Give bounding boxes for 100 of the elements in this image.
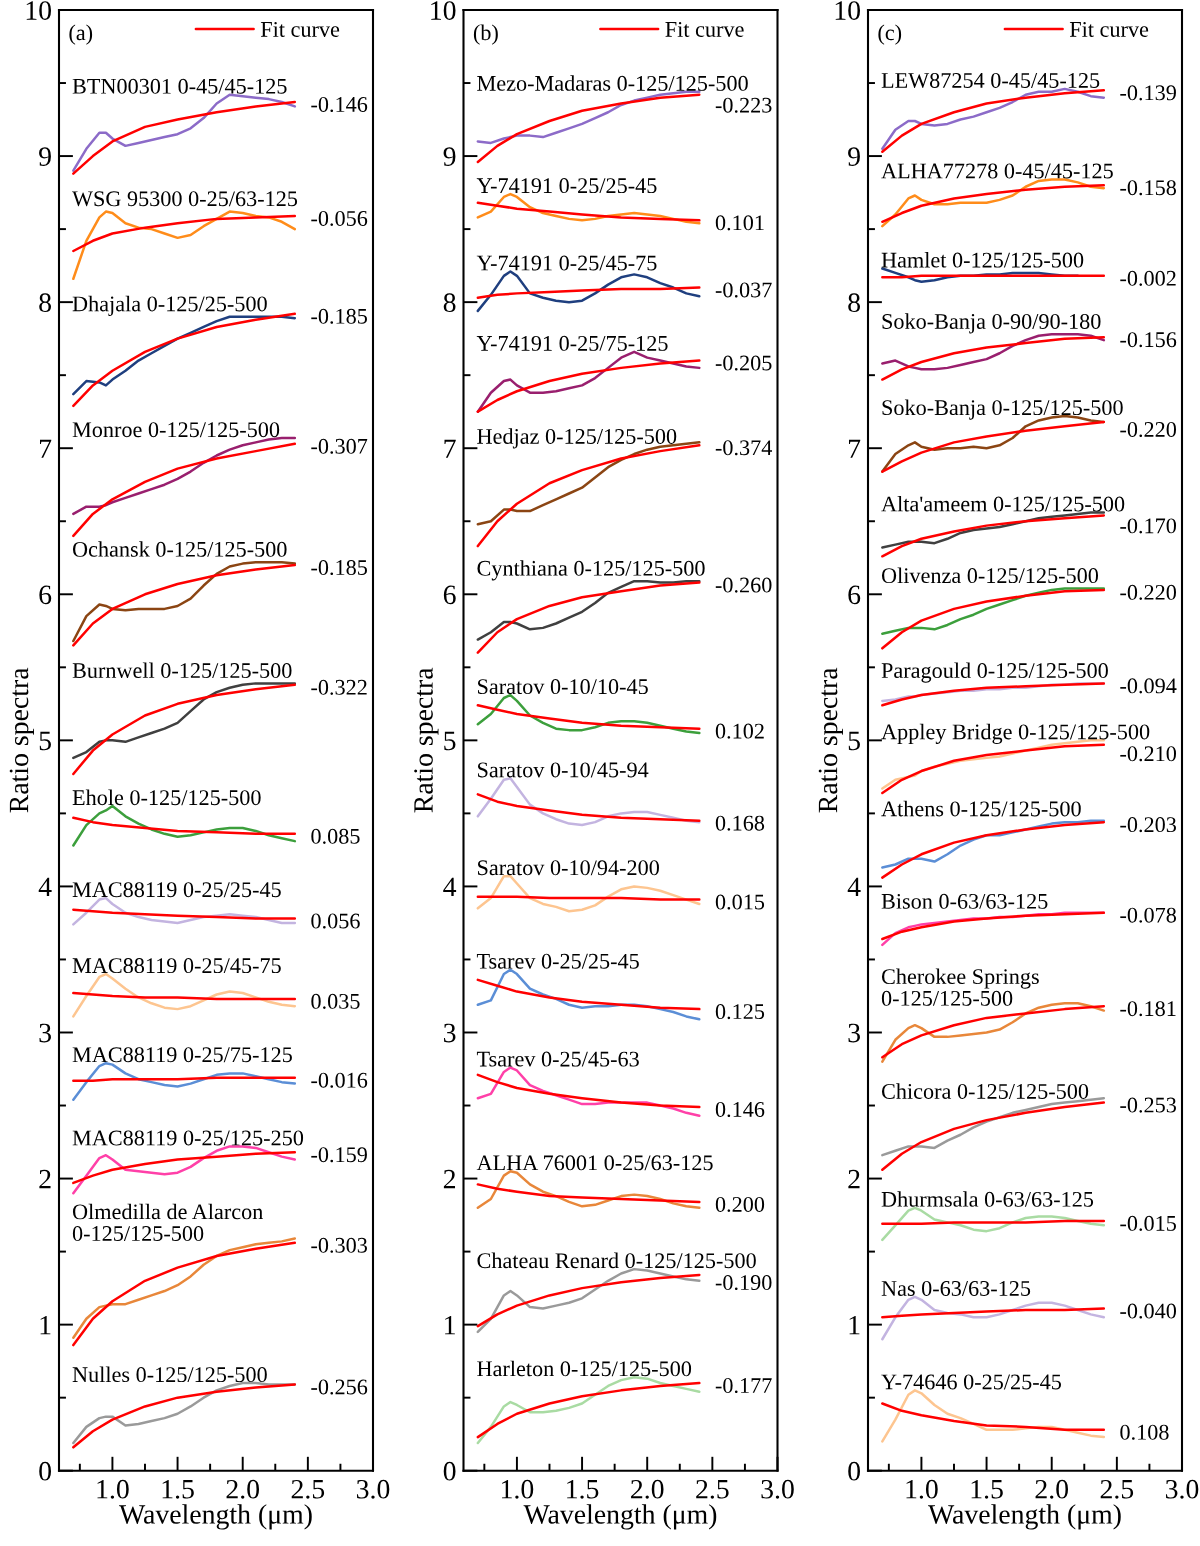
annotation: -0.185 bbox=[311, 308, 367, 324]
series-label: MAC88119 0-25/25-45 bbox=[72, 882, 281, 898]
series-label: Dhurmsala 0-63/63-125 bbox=[881, 1191, 1094, 1207]
y-tick-label: 0 bbox=[443, 1461, 456, 1481]
annotation: -0.210 bbox=[1120, 746, 1177, 762]
series-label: Chicora 0-125/125-500 bbox=[881, 1083, 1089, 1099]
y-tick-label: 7 bbox=[444, 439, 456, 458]
annotation: -0.170 bbox=[1120, 518, 1177, 534]
annotation: 0.125 bbox=[715, 1004, 765, 1020]
annotation: -0.256 bbox=[311, 1379, 368, 1395]
annotation: 0.168 bbox=[715, 815, 765, 831]
annotation: -0.016 bbox=[311, 1072, 368, 1088]
series-label: Chateau Renard 0-125/125-500 bbox=[477, 1252, 756, 1269]
series-label: Cherokee Springs 0-125/125-500 bbox=[881, 968, 1039, 1006]
annotation: -0.205 bbox=[715, 355, 772, 371]
y-tick-label: 10 bbox=[26, 1, 51, 20]
series-label: Saratov 0-10/94-200 bbox=[478, 860, 659, 876]
series-label: Alta'ameem 0-125/125-500 bbox=[881, 495, 1125, 512]
legend-label: Fit curve bbox=[260, 21, 340, 37]
y-tick-label: 6 bbox=[848, 585, 861, 605]
x-tick-label: 1.0 bbox=[502, 1479, 534, 1499]
annotation: 0.085 bbox=[311, 828, 360, 844]
y-axis-title: Ratio spectra bbox=[414, 667, 439, 813]
y-tick-label: 0 bbox=[848, 1461, 860, 1481]
annotation: 0.056 bbox=[311, 913, 360, 929]
series-label: Hedjaz 0-125/125-500 bbox=[477, 428, 677, 449]
annotation: -0.322 bbox=[311, 679, 367, 695]
annotation: -0.220 bbox=[1120, 421, 1177, 438]
series-label: Harleton 0-125/125-500 bbox=[477, 1360, 692, 1377]
y-tick-label: 4 bbox=[847, 877, 861, 897]
series-label: Y-74646 0-25/25-45 bbox=[881, 1374, 1061, 1390]
y-tick-label: 2 bbox=[443, 1169, 456, 1189]
y-tick-label: 8 bbox=[39, 293, 51, 313]
series-label: MAC88119 0-25/45-75 bbox=[72, 958, 281, 974]
annotation: -0.374 bbox=[715, 440, 773, 456]
annotation: -0.015 bbox=[1120, 1215, 1176, 1231]
series-label: Saratov 0-10/10-45 bbox=[478, 679, 648, 695]
annotation: -0.177 bbox=[715, 1378, 772, 1394]
annotation: -0.056 bbox=[311, 210, 368, 226]
text: (a) bbox=[69, 24, 93, 45]
y-tick-label: 2 bbox=[848, 1169, 860, 1189]
series-label: ALHA 76001 0-25/63-125 bbox=[476, 1155, 713, 1171]
y-axis-title: Ratio spectra bbox=[818, 667, 843, 813]
annotation: -0.223 bbox=[715, 97, 772, 113]
y-tick-label: 7 bbox=[40, 439, 52, 458]
annotation: -0.158 bbox=[1120, 180, 1177, 196]
annotation: -0.094 bbox=[1120, 678, 1177, 694]
annotation: 0.146 bbox=[715, 1101, 765, 1118]
annotation: -0.181 bbox=[1120, 1001, 1176, 1017]
y-tick-label: 9 bbox=[848, 147, 860, 166]
series-label: Appley Bridge 0-125/125-500 bbox=[881, 723, 1150, 744]
annotation: 0.200 bbox=[715, 1196, 765, 1212]
series-label: Paragould 0-125/125-500 bbox=[881, 662, 1108, 683]
y-tick-label: 1 bbox=[445, 1315, 455, 1335]
x-tick-label: 3.0 bbox=[356, 1479, 390, 1499]
x-tick-label: 3.0 bbox=[1165, 1479, 1199, 1499]
y-tick-label: 5 bbox=[39, 731, 51, 751]
y-tick-label: 6 bbox=[443, 585, 456, 605]
annotation: -0.253 bbox=[1120, 1097, 1176, 1113]
annotation: -0.190 bbox=[715, 1275, 772, 1291]
x-tick-label: 2.0 bbox=[631, 1479, 664, 1499]
annotation: 0.101 bbox=[715, 215, 764, 231]
series-label: Bison 0-63/63-125 bbox=[881, 893, 1048, 909]
y-tick-label: 8 bbox=[443, 293, 456, 313]
annotation: -0.139 bbox=[1120, 85, 1176, 101]
annotation: -0.040 bbox=[1120, 1303, 1177, 1319]
x-tick-label: 2.5 bbox=[1100, 1479, 1134, 1499]
annotation: -0.078 bbox=[1120, 907, 1177, 923]
y-tick-label: 4 bbox=[38, 877, 52, 897]
annotation: -0.203 bbox=[1120, 817, 1176, 833]
series-label: Mezo-Madaras 0-125/125-500 bbox=[477, 75, 748, 91]
series-label: BTN00301 0-45/45-125 bbox=[72, 78, 287, 94]
series-label: Nas 0-63/63-125 bbox=[881, 1280, 1031, 1296]
series-label: ALHA77278 0-45/45-125 bbox=[881, 163, 1113, 179]
annotation: 0.108 bbox=[1120, 1424, 1169, 1440]
legend-label: Fit curve bbox=[1069, 21, 1149, 37]
series-label: Nulles 0-125/125-500 bbox=[72, 1366, 267, 1383]
x-tick-label: 1.0 bbox=[97, 1479, 129, 1499]
series-label: Olmedilla de Alarcon 0-125/125-500 bbox=[72, 1203, 263, 1241]
annotation: 0.102 bbox=[715, 723, 764, 739]
y-tick-label: 7 bbox=[849, 439, 861, 458]
y-tick-label: 9 bbox=[443, 147, 456, 166]
y-tick-label: 1 bbox=[40, 1315, 51, 1335]
annotation: -0.156 bbox=[1120, 332, 1177, 348]
series-label: Y-74191 0-25/25-45 bbox=[476, 178, 657, 194]
series-label: LEW87254 0-45/45-125 bbox=[881, 72, 1100, 89]
y-tick-label: 0 bbox=[39, 1461, 51, 1481]
series-label: Ehole 0-125/125-500 bbox=[72, 789, 261, 806]
y-tick-label: 6 bbox=[39, 585, 52, 605]
series-label: Ochansk 0-125/125-500 bbox=[72, 541, 287, 557]
y-tick-label: 3 bbox=[848, 1023, 860, 1043]
series-label: WSG 95300 0-25/63-125 bbox=[72, 191, 298, 207]
series-label: MAC88119 0-25/75-125 bbox=[72, 1047, 292, 1063]
series-label: Monroe 0-125/125-500 bbox=[72, 422, 280, 438]
series-label: Burnwell 0-125/125-500 bbox=[72, 662, 292, 679]
x-tick-label: 3.0 bbox=[761, 1479, 794, 1499]
series-label: Hamlet 0-125/125-500 bbox=[881, 251, 1084, 268]
x-tick-label: 1.0 bbox=[906, 1479, 938, 1499]
legend-label: Fit curve bbox=[665, 21, 744, 37]
annotation: 0.015 bbox=[715, 894, 765, 910]
